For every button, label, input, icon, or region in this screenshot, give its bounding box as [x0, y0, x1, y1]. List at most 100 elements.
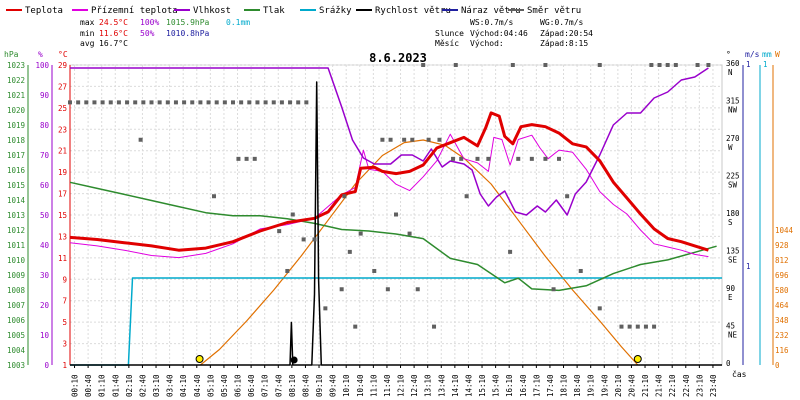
x-tick-label: 06:10	[234, 374, 243, 397]
wind-direction-point	[263, 100, 268, 105]
wind-direction-point	[657, 63, 662, 67]
wind-direction-point	[92, 100, 97, 105]
temp-tick-label: 11	[58, 254, 67, 263]
wind-direction-point	[290, 212, 295, 217]
wind-direction-point	[426, 137, 431, 142]
stats-min-press: 1010.8hPa	[166, 29, 210, 38]
wind-direction-point	[141, 100, 146, 105]
wind-direction-point	[643, 324, 648, 329]
x-tick-label: 07:40	[274, 374, 283, 397]
dir-tick-compass: E	[728, 293, 733, 302]
axis-title-wm2: W	[775, 50, 780, 59]
x-tick-label: 08:10	[288, 374, 297, 397]
wind-direction-point	[125, 100, 130, 105]
x-tick-label: 11:10	[369, 374, 378, 397]
rain-line	[70, 277, 722, 366]
markers-layer	[195, 355, 642, 364]
sun-set: Západ:20:54	[540, 29, 593, 38]
wind-direction-point	[695, 63, 700, 67]
pct-tick-label: 70	[40, 151, 50, 160]
hpa-tick-label: 1015	[7, 181, 25, 190]
temp-tick-label: 27	[58, 82, 67, 91]
wind-direction-point	[138, 137, 143, 142]
dir-tick-compass: SW	[728, 181, 738, 190]
wind-direction-point	[543, 156, 548, 161]
x-tick-label: 15:10	[478, 374, 487, 397]
wind-direction-point	[252, 156, 257, 161]
stats-max-temp: 24.5°C	[99, 18, 128, 27]
wind-direction-point	[68, 100, 72, 105]
wind-direction-point	[557, 156, 561, 161]
wind-direction-point	[277, 229, 282, 234]
x-tick-label: 18:10	[560, 374, 569, 397]
pct-tick-label: 50	[40, 211, 50, 220]
wind-direction-point	[459, 156, 464, 161]
wind-direction-point	[247, 100, 252, 105]
wind-direction-point	[380, 137, 385, 142]
sun-label: Slunce	[435, 29, 464, 38]
wind-direction-point	[173, 100, 178, 105]
legend-item-wind-gust: Náraz větru	[442, 6, 521, 16]
wind-direction-point	[706, 63, 711, 67]
x-tick-label: 03:40	[166, 374, 175, 397]
x-axis: 00:10 00:40 01:10 01:40 02:10 02:40 03:10 03:40…	[70, 364, 722, 397]
pct-tick-label: 60	[40, 181, 50, 190]
dir-tick-compass: S	[728, 218, 733, 227]
wg-value: WG:0.7m/s	[540, 18, 584, 27]
dir-tick-degrees: 135	[726, 247, 740, 256]
x-tick-label: 19:10	[587, 374, 596, 397]
dir-tick-compass: NW	[728, 106, 738, 115]
legend-label-wind-direction: Směr větru	[527, 6, 581, 16]
hpa-tick-label: 1010	[7, 256, 26, 265]
wind-direction-point	[108, 100, 113, 105]
wind-direction-point	[516, 156, 521, 161]
stats-max-label: max	[80, 18, 95, 27]
wind-direction-point	[432, 324, 437, 329]
stats-min-hum: 50%	[140, 29, 155, 38]
wind-direction-point	[394, 212, 398, 217]
x-tick-label: 00:10	[71, 374, 80, 397]
sunset-marker	[633, 355, 642, 363]
wind-direction-point	[486, 156, 491, 161]
wind-direction-point	[255, 100, 260, 105]
x-tick-label: 20:40	[627, 374, 636, 397]
wind-direction-point	[236, 156, 241, 161]
x-tick-label: 10:40	[356, 374, 365, 397]
x-tick-label: 11:40	[383, 374, 392, 397]
title: 8.6.2023	[369, 51, 427, 65]
x-tick-label: 17:40	[546, 374, 555, 397]
x-tick-label: 23:40	[709, 374, 718, 397]
x-tick-label: 22:40	[682, 374, 691, 397]
x-tick-label: 01:10	[98, 374, 107, 397]
wind-direction-point	[652, 324, 657, 329]
stats-min-temp: 11.6°C	[99, 29, 128, 38]
axis-title-ms: m/s	[745, 50, 760, 59]
temp-tick-label: 19	[58, 168, 67, 177]
x-tick-label: 13:40	[437, 374, 446, 397]
wind-direction-point	[323, 306, 328, 311]
hpa-tick-label: 1011	[7, 241, 25, 250]
stats-avg-temp: 16.7°C	[99, 39, 128, 48]
moon-rise: Východ:	[470, 39, 504, 48]
sun-radiation-line	[200, 139, 639, 366]
wind-direction-point	[597, 306, 602, 311]
temp-tick-label: 7	[62, 297, 67, 306]
x-tick-label: 12:40	[410, 374, 419, 397]
dir-tick-compass: W	[728, 143, 733, 152]
wind-direction-point	[301, 237, 306, 242]
pct-tick-label: 90	[40, 91, 50, 100]
wind-direction-point	[304, 100, 309, 105]
wind-direction-point	[421, 63, 426, 67]
pct-tick-label: 0	[44, 361, 49, 370]
mm-tick-label: 1	[763, 60, 768, 69]
wind-direction-point	[673, 63, 678, 67]
wind-direction-point	[385, 287, 390, 292]
x-tick-label: 00:40	[84, 374, 93, 397]
ms-tick-label: 1	[746, 60, 751, 69]
hpa-tick-label: 1018	[7, 136, 26, 145]
wind-direction-point	[372, 268, 377, 273]
wind-direction-point	[597, 63, 602, 67]
legend-item-temperature: Teplota	[6, 6, 63, 16]
x-tick-label: 05:40	[220, 374, 229, 397]
wind-direction-point	[231, 100, 235, 105]
